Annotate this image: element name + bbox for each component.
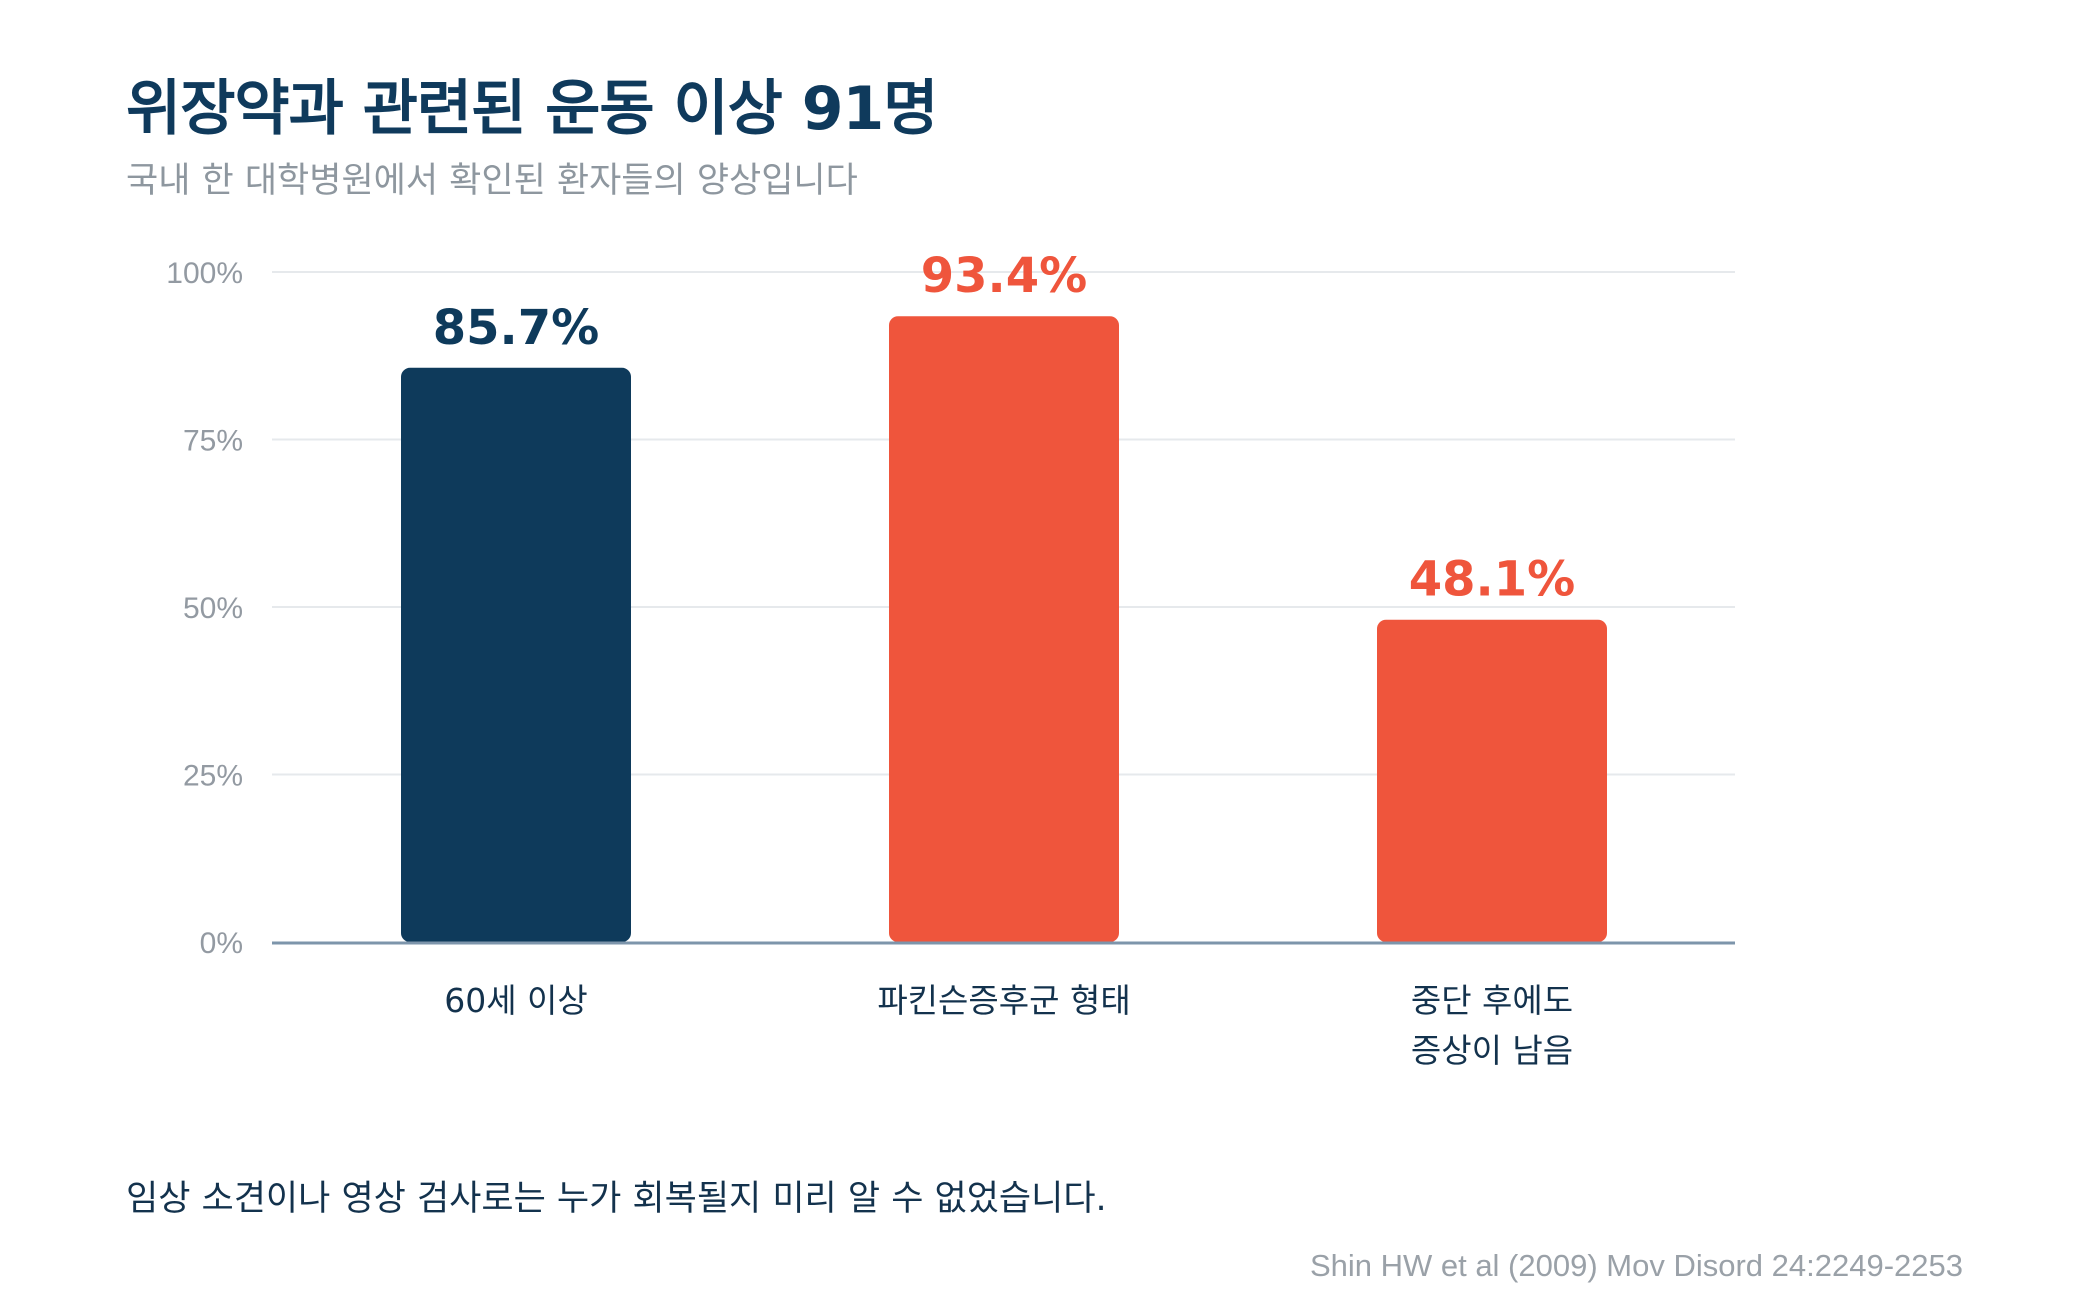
value-labels: 85.7% 93.4% 48.1% [433,248,1576,608]
y-tick-label: 0% [200,927,243,960]
y-tick-label: 25% [183,760,243,793]
y-tick-label: 100% [166,257,243,290]
bars [401,316,1607,943]
footnote: 임상 소견이나 영상 검사로는 누가 회복될지 미리 알 수 없었습니다. [126,1179,1107,1219]
category-label: 60세 이상 [444,981,588,1020]
y-axis-ticks: 0% 25% 50% 75% 100% [166,257,243,960]
value-label: 85.7% [433,300,600,356]
bar [889,316,1119,943]
category-label: 파킨슨증후군 형태 [877,981,1130,1020]
source-citation: Shin HW et al (2009) Mov Disord 24:2249-… [1309,1248,1963,1283]
category-label: 중단 후에도 [1411,981,1573,1020]
y-tick-label: 50% [183,592,243,625]
chart-title: 위장약과 관련된 운동 이상 91명 [126,74,938,144]
bar [1377,619,1607,942]
category-label: 증상이 남음 [1411,1031,1573,1070]
y-tick-label: 75% [183,425,243,458]
value-label: 93.4% [921,248,1088,304]
chart-subtitle: 국내 한 대학병원에서 확인된 환자들의 양상입니다 [126,161,858,201]
value-label: 48.1% [1409,552,1576,608]
bar [401,367,631,942]
